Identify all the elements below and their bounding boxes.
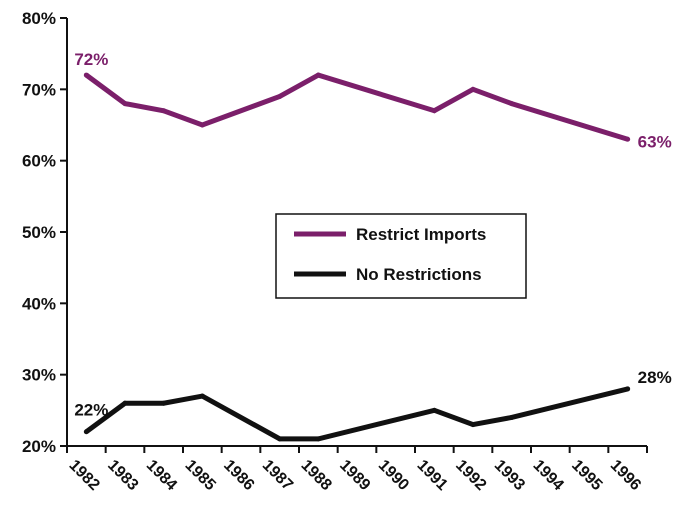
- x-tick-label: 1993: [491, 457, 528, 494]
- data-label: 28%: [638, 368, 672, 387]
- y-tick-label: 70%: [22, 80, 56, 99]
- series-line-restrict-imports: [84, 72, 629, 142]
- data-point-restrict-imports: [83, 72, 89, 78]
- data-label: 63%: [638, 132, 672, 151]
- data-point-no-restrictions: [122, 400, 128, 406]
- data-point-no-restrictions: [161, 400, 167, 406]
- data-point-no-restrictions: [83, 429, 89, 435]
- data-point-restrict-imports: [199, 122, 205, 128]
- data-label: 22%: [74, 401, 108, 420]
- data-point-restrict-imports: [431, 108, 437, 114]
- legend-label-restrict-imports: Restrict Imports: [356, 225, 486, 244]
- data-point-restrict-imports: [470, 86, 476, 92]
- x-tick-label: 1982: [66, 457, 103, 494]
- data-point-no-restrictions: [470, 422, 476, 428]
- x-tick-label: 1985: [182, 457, 219, 494]
- data-point-no-restrictions: [277, 436, 283, 442]
- x-tick-label: 1986: [220, 457, 257, 494]
- series-line-no-restrictions: [84, 386, 629, 442]
- data-point-restrict-imports: [161, 108, 167, 114]
- legend: Restrict Imports No Restrictions: [275, 213, 527, 299]
- x-tick-label: 1992: [452, 457, 489, 494]
- y-tick-label: 80%: [22, 9, 56, 28]
- legend-label-no-restrictions: No Restrictions: [356, 265, 482, 284]
- x-tick-label: 1990: [375, 457, 412, 494]
- data-point-no-restrictions: [431, 407, 437, 413]
- y-tick-label: 40%: [22, 294, 56, 313]
- data-point-no-restrictions: [199, 393, 205, 399]
- x-tick-label: 1988: [298, 457, 335, 494]
- data-point-restrict-imports: [277, 93, 283, 99]
- x-tick-label: 1987: [259, 457, 296, 494]
- series-lines: [83, 72, 631, 442]
- data-point-restrict-imports: [315, 72, 321, 78]
- data-point-no-restrictions: [509, 414, 515, 420]
- data-point-no-restrictions: [625, 386, 631, 392]
- x-axis-ticks: 1982 1983 1984 1985 1986 1987 1988 1989 1990 1991…: [66, 446, 648, 494]
- x-tick-label: 1984: [143, 457, 180, 494]
- x-tick-label: 1996: [607, 457, 644, 494]
- x-tick-label: 1989: [336, 457, 373, 494]
- x-tick-label: 1995: [568, 457, 605, 494]
- x-tick-label: 1983: [104, 457, 141, 494]
- y-tick-label: 30%: [22, 366, 56, 385]
- legend-box: [275, 213, 527, 299]
- y-axis-ticks: 20% 30% 40% 50% 60% 70% 80%: [22, 9, 67, 456]
- data-point-no-restrictions: [315, 436, 321, 442]
- y-tick-label: 50%: [22, 223, 56, 242]
- data-labels: 72% 63% 22% 28%: [74, 50, 671, 420]
- y-tick-label: 20%: [22, 437, 56, 456]
- data-label: 72%: [74, 50, 108, 69]
- data-point-restrict-imports: [122, 101, 128, 107]
- x-tick-label: 1994: [530, 457, 567, 494]
- x-tick-label: 1991: [414, 457, 451, 494]
- y-tick-label: 60%: [22, 152, 56, 171]
- data-point-restrict-imports: [625, 136, 631, 142]
- data-point-restrict-imports: [509, 101, 515, 107]
